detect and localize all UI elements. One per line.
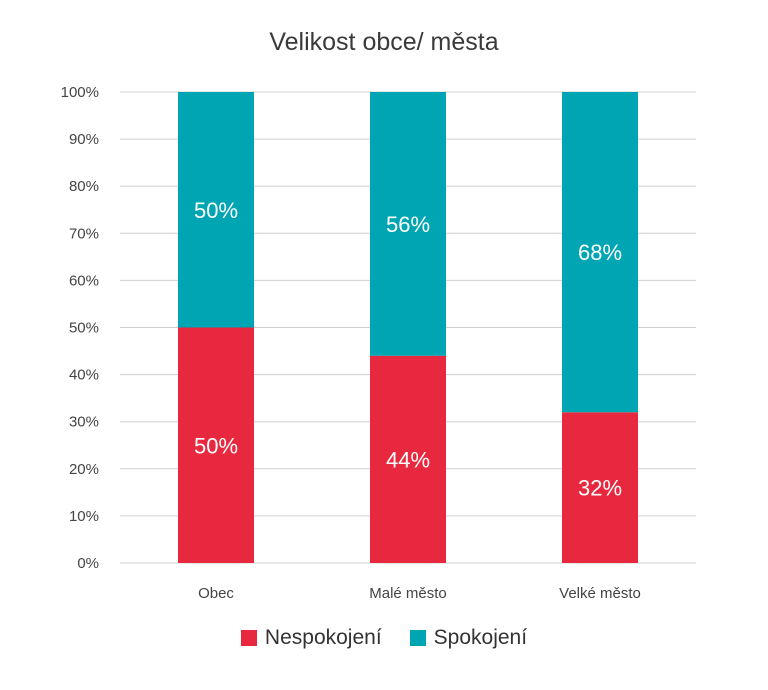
y-tick-label: 60% — [69, 272, 99, 289]
legend-label-nespokojeni: Nespokojení — [264, 626, 382, 649]
legend-label-spokojeni: Spokojení — [433, 626, 528, 649]
data-label: 68% — [578, 240, 622, 265]
legend-item-spokojeni: Spokojení — [409, 626, 528, 650]
data-label: 32% — [578, 476, 622, 501]
x-tick-label: Obec — [198, 585, 234, 602]
legend-swatch-spokojeni — [409, 630, 426, 646]
y-tick-label: 50% — [69, 320, 99, 337]
legend-swatch-nespokojeni — [240, 630, 257, 646]
bar-nespokojeni — [178, 327, 254, 563]
data-label: 44% — [386, 447, 430, 472]
y-tick-label: 0% — [77, 555, 99, 572]
y-tick-label: 70% — [69, 225, 99, 242]
bar-spokojeni — [562, 92, 638, 413]
y-tick-label: 90% — [69, 131, 99, 148]
legend-item-nespokojeni: Nespokojení — [240, 626, 382, 650]
y-tick-label: 30% — [69, 414, 99, 431]
y-tick-label: 10% — [69, 508, 99, 525]
bar-nespokojeni — [370, 355, 446, 563]
x-tick-label: Velké město — [559, 585, 641, 602]
chart-title: Velikost obce/ města — [269, 28, 499, 56]
bar-spokojeni — [370, 92, 446, 356]
data-label: 50% — [194, 198, 238, 223]
y-tick-label: 40% — [69, 367, 99, 384]
bar-spokojeni — [178, 92, 254, 328]
data-label: 56% — [386, 212, 430, 237]
legend: Nespokojení Spokojení — [0, 626, 768, 650]
data-label: 50% — [194, 433, 238, 458]
x-tick-label: Malé město — [369, 585, 447, 602]
bar-nespokojeni — [562, 412, 638, 563]
y-tick-label: 80% — [69, 178, 99, 195]
y-tick-label: 20% — [69, 461, 99, 478]
y-tick-label: 100% — [61, 84, 99, 101]
